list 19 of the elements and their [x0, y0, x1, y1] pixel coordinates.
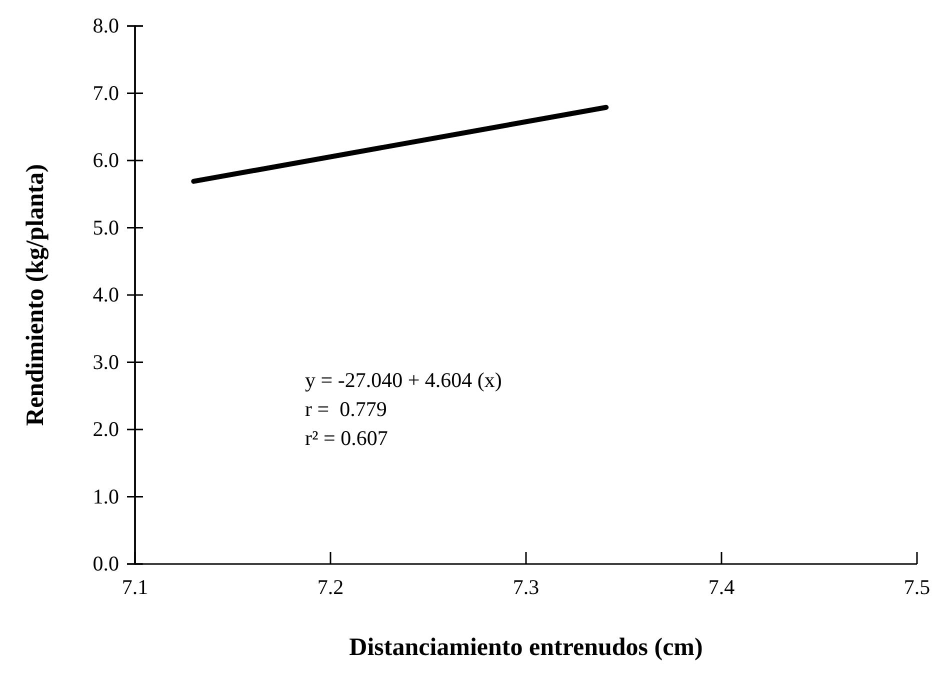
annotation: r = 0.779 — [305, 397, 387, 421]
x-tick-label: 7.2 — [317, 575, 344, 599]
x-tick-label: 7.1 — [122, 575, 148, 599]
annotation: y = -27.040 + 4.604 (x) — [305, 368, 502, 392]
y-tick-label: 5.0 — [92, 215, 119, 240]
y-tick-label: 8.0 — [92, 14, 119, 38]
x-tick-label: 7.5 — [904, 575, 930, 599]
y-tick-label: 7.0 — [92, 80, 119, 105]
annotation: r² = 0.607 — [305, 426, 388, 450]
y-tick-label: 1.0 — [92, 484, 119, 508]
x-axis-title: Distanciamiento entrenudos (cm) — [349, 634, 703, 661]
x-tick-label: 7.4 — [708, 575, 736, 599]
y-tick-label: 2.0 — [92, 417, 119, 442]
y-axis-title: Rendimiento (kg/planta) — [22, 164, 49, 426]
y-tick-label: 4.0 — [92, 282, 119, 307]
y-tick-label: 6.0 — [92, 148, 119, 172]
x-tick-label: 7.3 — [512, 575, 540, 599]
y-tick-label: 3.0 — [92, 350, 119, 374]
y-tick-label: 0.0 — [92, 552, 119, 576]
